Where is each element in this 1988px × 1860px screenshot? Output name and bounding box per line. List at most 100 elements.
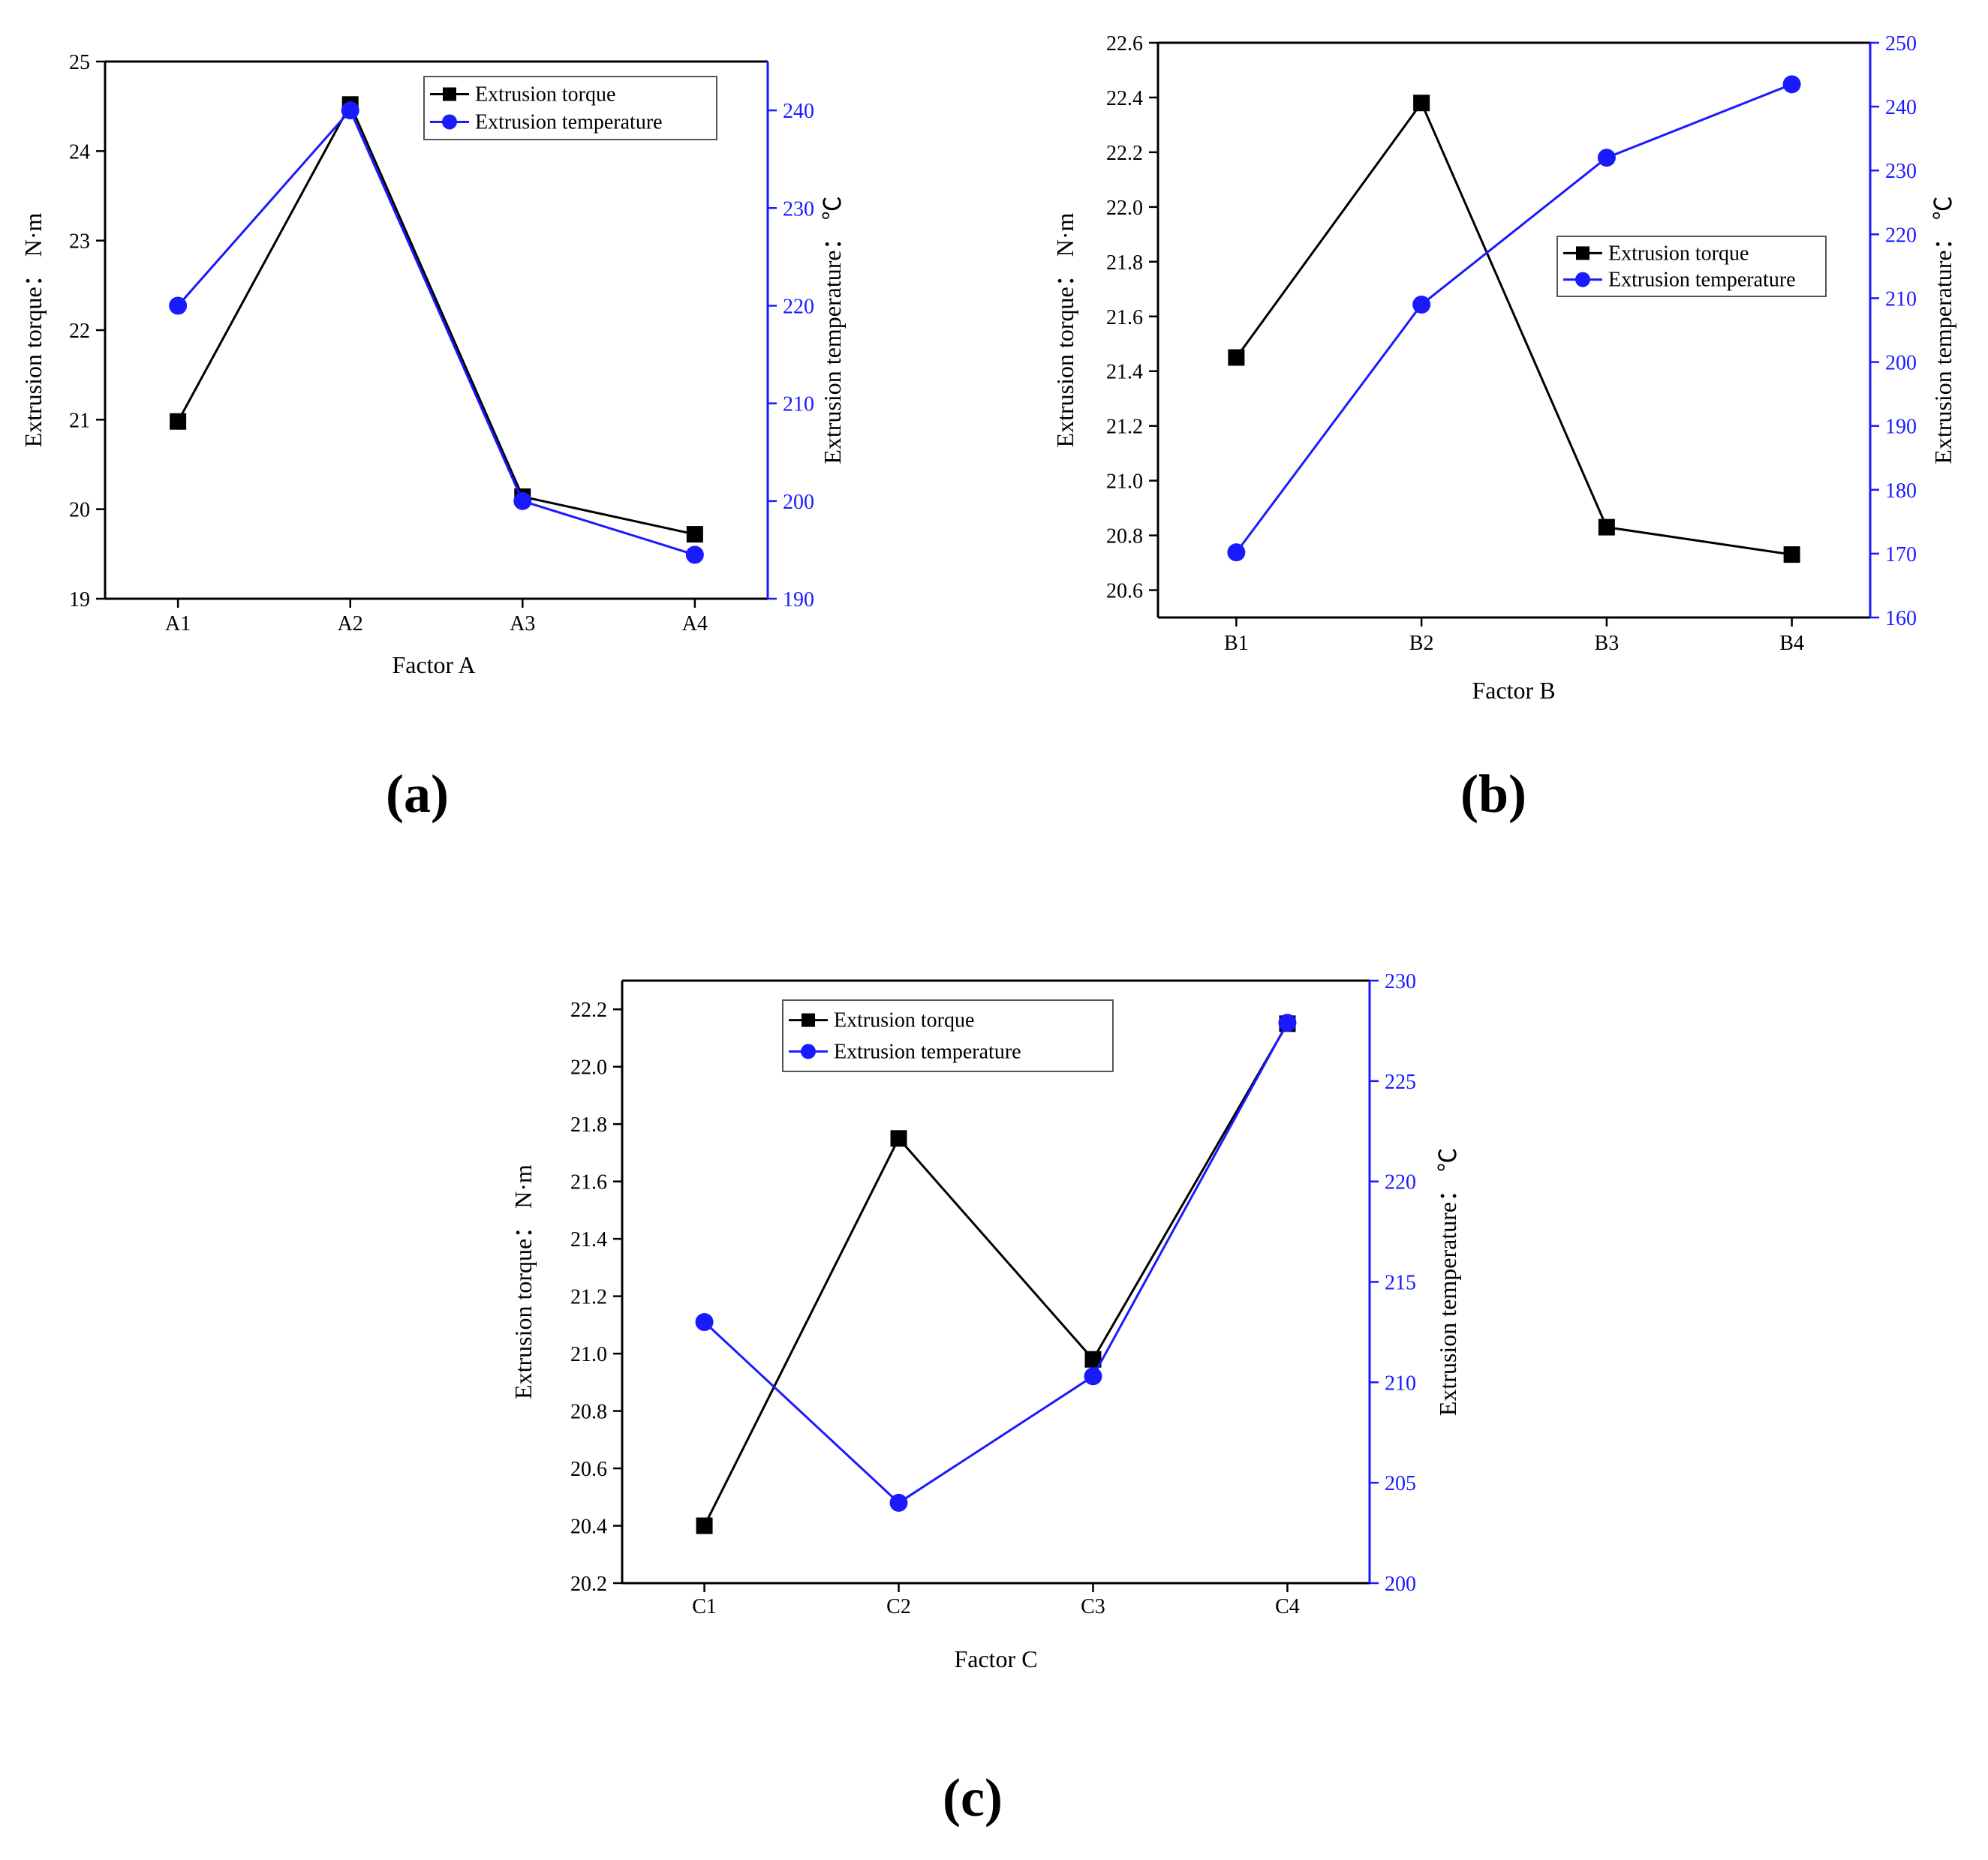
panel-a-temperature-point — [169, 296, 188, 315]
panel-a-xtick-label: A1 — [165, 612, 191, 636]
panel-b-ytick-right-label: 180 — [1885, 479, 1917, 503]
panel-a-legend-square-marker — [443, 87, 456, 101]
panel-a-xtick-label: A4 — [682, 612, 708, 636]
panel-b-ytick-right-label: 230 — [1885, 160, 1917, 183]
panel-b-ytick-right-label: 250 — [1885, 32, 1917, 56]
panel-c-ytick-right-label: 205 — [1385, 1472, 1416, 1495]
panel-a-temperature-point — [341, 101, 359, 120]
panel-b-torque-point — [1413, 95, 1430, 112]
panel-b-y-axis-title: Extrusion torque： N·m — [1051, 212, 1078, 447]
panel-b-y-right-axis-title: Extrusion temperature： ℃ — [1929, 196, 1956, 464]
panel-a-ytick-label: 24 — [69, 140, 90, 164]
panel-a-temperature-line — [177, 108, 696, 556]
panel-c-ytick-label: 20.8 — [570, 1401, 607, 1424]
panel-a-ytick-label: 20 — [69, 499, 90, 522]
panel-c-torque-point — [696, 1517, 713, 1534]
panel-b-xtick-label: B1 — [1224, 632, 1249, 655]
panel-c-xtick-label: C1 — [692, 1595, 717, 1618]
panel-b-ytick-right-label: 200 — [1885, 352, 1917, 375]
panel-b-legend-label: Extrusion temperature — [1608, 269, 1796, 292]
panel-a-ytick-label: 22 — [69, 320, 90, 343]
panel-b-ytick-label: 22.6 — [1106, 32, 1143, 56]
panel-b-torque-point — [1598, 518, 1615, 536]
panel-a-xtick-label: A2 — [338, 612, 363, 636]
panel-a-y-right-axis-title: Extrusion temperature： ℃ — [819, 196, 846, 464]
panel-c-torque-point — [1084, 1351, 1102, 1368]
panel-c-ytick-right-label: 210 — [1385, 1372, 1416, 1395]
panel-a-torque-line — [176, 101, 696, 536]
panel-b-temperature-point — [1597, 149, 1616, 167]
panel-c-ytick-right-label: 200 — [1385, 1573, 1416, 1596]
panel-b-ytick-label: 22.0 — [1106, 197, 1143, 220]
panel-b-ytick-label: 21.2 — [1106, 416, 1143, 439]
panel-c-ytick-label: 21.8 — [570, 1113, 607, 1137]
panel-c-ytick-label: 21.0 — [570, 1343, 607, 1366]
panel-c-torque-line — [703, 1023, 1289, 1527]
panel-a-ytick-right-label: 220 — [783, 295, 814, 318]
panel-a-ytick-right-label: 210 — [783, 393, 814, 416]
panel-b-xtick-label: B2 — [1409, 632, 1434, 655]
panel-b-label: (b) — [1460, 764, 1526, 824]
panel-c-y-right-axis-title: Extrusion temperature： ℃ — [1434, 1148, 1461, 1416]
panel-b-temperature-line — [1235, 83, 1793, 554]
panel-a-ytick-right-label: 190 — [783, 588, 814, 611]
panel-a-ytick-right-label: 230 — [783, 197, 814, 221]
panel-c-ytick-label: 21.2 — [570, 1286, 607, 1309]
panel-a-torque-point — [686, 526, 703, 543]
panel-a-legend-circle-marker — [442, 114, 457, 130]
panel-c-ytick-right-label: 220 — [1385, 1171, 1416, 1194]
panel-b-ytick-label: 20.8 — [1106, 525, 1143, 548]
panel-a-legend-label: Extrusion temperature — [475, 110, 663, 134]
panel-a-ytick-right-label: 200 — [783, 491, 814, 514]
panel-b-legend-circle-marker — [1575, 272, 1590, 287]
panel-b-ytick-label: 20.6 — [1106, 580, 1143, 603]
panel-b-legend-square-marker — [1576, 246, 1589, 260]
panel-b-legend-label: Extrusion torque — [1608, 242, 1749, 265]
panel-b-ytick-right-label: 240 — [1885, 96, 1917, 119]
panel-b-ytick-right-label: 220 — [1885, 224, 1917, 247]
panel-b-temperature-point — [1782, 75, 1801, 94]
panel-c-ytick-label: 21.6 — [570, 1171, 607, 1194]
panel-c-legend-square-marker — [802, 1013, 815, 1027]
panel-c-temperature-point — [1278, 1014, 1297, 1032]
panel-a-xtick-label: A3 — [510, 612, 535, 636]
panel-c-label: (c) — [943, 1768, 1003, 1828]
panel-c-legend-label: Extrusion temperature — [834, 1040, 1021, 1063]
panel-b-x-axis-title: Factor B — [1472, 677, 1555, 704]
panel-b-ytick-right-label: 210 — [1885, 287, 1917, 311]
panel-b-xtick-label: B4 — [1779, 632, 1804, 655]
panel-a-ytick-label: 23 — [69, 230, 90, 254]
panel-c-legend-box — [782, 999, 1114, 1072]
panel-c-temperature-line — [703, 1022, 1289, 1504]
panel-a-label: (a) — [386, 764, 449, 824]
panel-b-temperature-point — [1227, 543, 1246, 562]
panel-b-legend-box — [1556, 236, 1827, 297]
panel-c-ytick-label: 22.2 — [570, 999, 607, 1022]
panel-a-y-axis-title: Extrusion torque： N·m — [20, 212, 47, 447]
panel-c-ytick-label: 20.2 — [570, 1573, 607, 1596]
panel-b-torque-point — [1228, 349, 1245, 366]
panel-c-temperature-point — [889, 1493, 908, 1512]
panel-c-legend-label: Extrusion torque — [834, 1009, 974, 1032]
panel-c-x-axis-title: Factor C — [954, 1645, 1037, 1672]
panel-a-legend-box — [423, 76, 717, 140]
panel-c-xtick-label: C3 — [1081, 1595, 1105, 1618]
panel-c-ytick-label: 20.4 — [570, 1516, 607, 1539]
panel-a-ytick-label: 25 — [69, 51, 90, 74]
panel-b-torque-line — [1235, 101, 1792, 556]
panel-a-torque-point — [170, 413, 187, 430]
panel-c-ytick-right-label: 230 — [1385, 970, 1416, 993]
panel-c-temperature-point — [695, 1313, 714, 1332]
panel-c-ytick-label: 20.6 — [570, 1458, 607, 1481]
panel-b-temperature-point — [1412, 295, 1431, 314]
panel-b-ytick-label: 22.4 — [1106, 87, 1143, 110]
panel-b-ytick-label: 21.8 — [1106, 251, 1143, 275]
panel-a-legend-label: Extrusion torque — [475, 83, 615, 107]
panel-a-x-axis-title: Factor A — [392, 651, 475, 678]
panel-a-ytick-label: 21 — [69, 409, 90, 432]
panel-c-torque-point — [890, 1130, 907, 1147]
panel-b-xtick-label: B3 — [1595, 632, 1620, 655]
panel-a-temperature-point — [685, 545, 704, 564]
panel-c-xtick-label: C2 — [886, 1595, 911, 1618]
